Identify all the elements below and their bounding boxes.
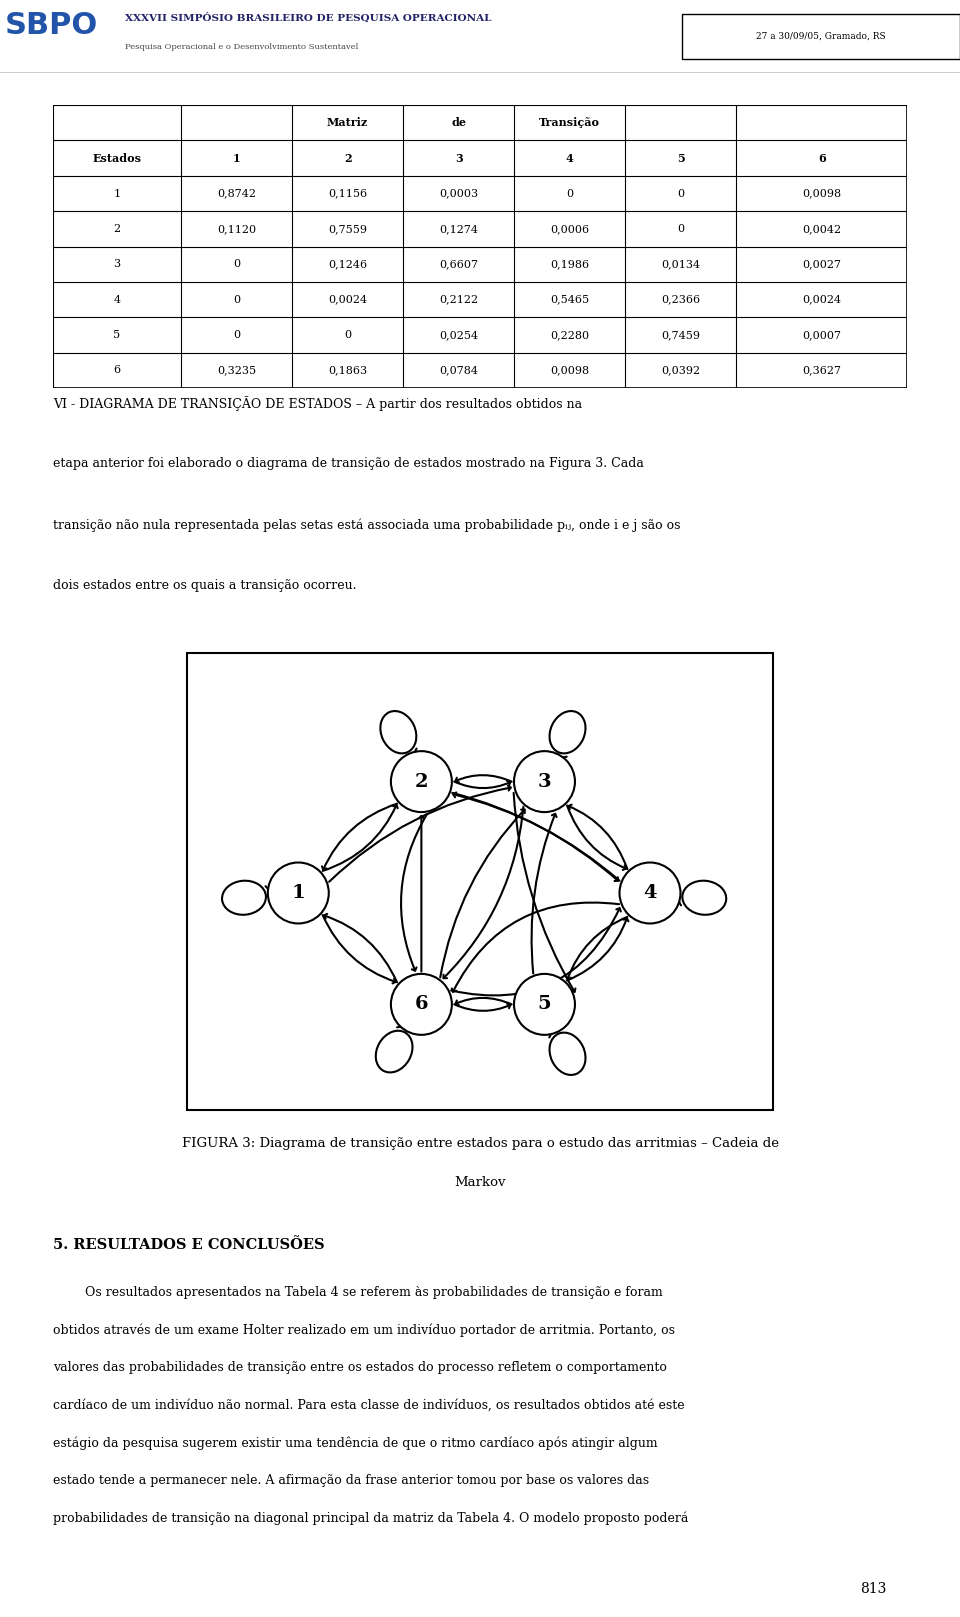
Circle shape [391,752,452,812]
Text: 0,8742: 0,8742 [217,189,256,199]
Text: 0,0024: 0,0024 [803,294,841,304]
Text: 4: 4 [643,884,657,902]
Text: 0,2366: 0,2366 [661,294,701,304]
Text: 0: 0 [233,330,240,340]
Text: 0,2280: 0,2280 [550,330,589,340]
Text: 0,0784: 0,0784 [439,365,478,375]
Circle shape [619,862,681,923]
Text: 0,0042: 0,0042 [803,223,841,234]
Text: XXXVII SIMPÓSIO BRASILEIRO DE PESQUISA OPERACIONAL: XXXVII SIMPÓSIO BRASILEIRO DE PESQUISA O… [125,13,492,23]
Text: transição não nula representada pelas setas está associada uma probabilidade pᵢⱼ: transição não nula representada pelas se… [53,517,681,532]
Text: 6: 6 [415,996,428,1014]
Text: 0,0254: 0,0254 [439,330,478,340]
Text: 1: 1 [113,189,120,199]
Text: 0,7459: 0,7459 [661,330,700,340]
Circle shape [514,752,575,812]
Text: 1: 1 [292,884,305,902]
Text: 0,1156: 0,1156 [328,189,367,199]
Text: 0,1120: 0,1120 [217,223,256,234]
Text: estado tende a permanecer nele. A afirmação da frase anterior tomou por base os : estado tende a permanecer nele. A afirma… [53,1475,649,1488]
Text: 0,0098: 0,0098 [550,365,589,375]
Text: 0,0027: 0,0027 [803,259,841,270]
Text: 0: 0 [677,189,684,199]
Text: etapa anterior foi elaborado o diagrama de transição de estados mostrado na Figu: etapa anterior foi elaborado o diagrama … [53,458,643,471]
FancyBboxPatch shape [187,653,773,1109]
Text: 0,3627: 0,3627 [803,365,841,375]
Text: 4: 4 [113,294,120,304]
Text: Transição: Transição [540,118,600,128]
Text: 6: 6 [113,365,120,375]
Text: 5: 5 [677,152,684,163]
Text: Pesquisa Operacional e o Desenvolvimento Sustentavel: Pesquisa Operacional e o Desenvolvimento… [125,44,358,52]
Text: 813: 813 [860,1581,887,1596]
Text: 0,6607: 0,6607 [439,259,478,270]
Text: probabilidades de transição na diagonal principal da matriz da Tabela 4. O model: probabilidades de transição na diagonal … [53,1512,688,1525]
Text: valores das probabilidades de transição entre os estados do processo refletem o : valores das probabilidades de transição … [53,1362,666,1374]
Text: 0,7559: 0,7559 [328,223,367,234]
Text: 5. RESULTADOS E CONCLUSÕES: 5. RESULTADOS E CONCLUSÕES [53,1239,324,1252]
Text: estágio da pesquisa sugerem existir uma tendência de que o ritmo cardíaco após a: estágio da pesquisa sugerem existir uma … [53,1436,658,1450]
Text: 2: 2 [415,773,428,791]
Text: obtidos através de um exame Holter realizado em um indivíduo portador de arritmi: obtidos através de um exame Holter reali… [53,1323,675,1337]
Text: 0,1986: 0,1986 [550,259,589,270]
Text: Markov: Markov [454,1176,506,1188]
Text: 0,0098: 0,0098 [803,189,841,199]
Text: 0,0392: 0,0392 [661,365,701,375]
Text: 3: 3 [113,259,120,270]
Text: 0,0024: 0,0024 [328,294,367,304]
Text: 3: 3 [538,773,551,791]
Text: 0,5465: 0,5465 [550,294,589,304]
Text: 5: 5 [538,996,551,1014]
Text: 3: 3 [455,152,463,163]
Text: 0,2122: 0,2122 [439,294,478,304]
Text: dois estados entre os quais a transição ocorreu.: dois estados entre os quais a transição … [53,579,356,592]
Text: 4: 4 [565,152,573,163]
Text: 0,1274: 0,1274 [439,223,478,234]
Text: 0: 0 [344,330,351,340]
Text: Matriz: Matriz [327,118,369,128]
Circle shape [268,862,328,923]
Text: 2: 2 [113,223,120,234]
Text: 0: 0 [677,223,684,234]
Text: FIGURA 3: Diagrama de transição entre estados para o estudo das arritmias – Cade: FIGURA 3: Diagrama de transição entre es… [181,1137,779,1150]
Circle shape [391,973,452,1035]
Text: 1: 1 [232,152,240,163]
Text: 0,3235: 0,3235 [217,365,256,375]
Text: VI - DIAGRAMA DE TRANSIÇÃO DE ESTADOS – A partir dos resultados obtidos na: VI - DIAGRAMA DE TRANSIÇÃO DE ESTADOS – … [53,396,582,411]
Text: 0,1863: 0,1863 [328,365,367,375]
FancyBboxPatch shape [682,15,960,58]
Text: 0,0134: 0,0134 [661,259,701,270]
Text: de: de [451,118,467,128]
Text: Os resultados apresentados na Tabela 4 se referem às probabilidades de transição: Os resultados apresentados na Tabela 4 s… [53,1286,662,1298]
Text: Estados: Estados [92,152,141,163]
Circle shape [514,973,575,1035]
Text: 0,0003: 0,0003 [439,189,478,199]
Text: 0,1246: 0,1246 [328,259,367,270]
Text: 0: 0 [233,294,240,304]
Text: 0: 0 [566,189,573,199]
Text: 0,0007: 0,0007 [803,330,841,340]
Text: cardíaco de um indivíduo não normal. Para esta classe de indivíduos, os resultad: cardíaco de um indivíduo não normal. Par… [53,1399,684,1412]
Text: 0,0006: 0,0006 [550,223,589,234]
Text: 5: 5 [113,330,120,340]
Text: 27 a 30/09/05, Gramado, RS: 27 a 30/09/05, Gramado, RS [756,32,886,40]
Text: 6: 6 [818,152,826,163]
Text: 0: 0 [233,259,240,270]
Text: SBPO: SBPO [5,11,98,40]
Text: 2: 2 [344,152,351,163]
